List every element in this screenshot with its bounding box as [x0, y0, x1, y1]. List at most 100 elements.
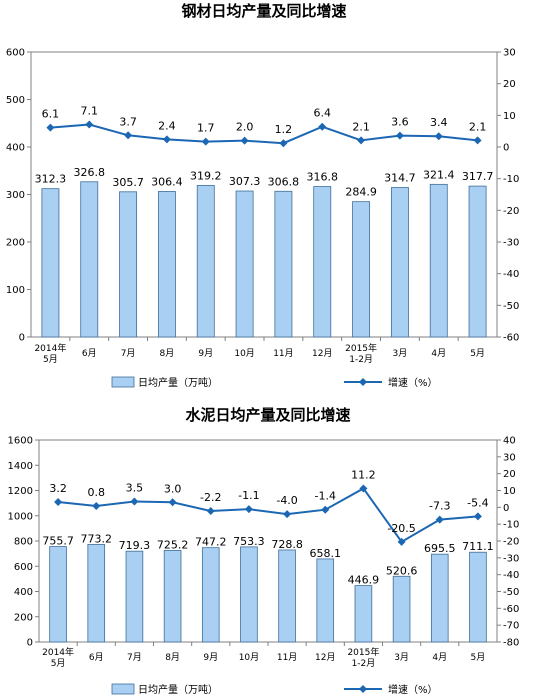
growth-rate-marker	[321, 505, 330, 514]
growth-rate-label: 2.1	[469, 120, 487, 133]
chart-2: 水泥日均产量及同比增速02004006008001000120014001600…	[8, 406, 520, 696]
growth-rate-line	[57, 487, 479, 544]
right-axis-tick-label: -80	[503, 638, 519, 649]
x-axis-tick-label: 4月	[432, 652, 447, 663]
growth-rate-marker	[435, 515, 444, 524]
right-axis-tick-label: -20	[503, 206, 519, 217]
x-axis-tick-label: 6月	[89, 652, 104, 663]
legend-line-label: 增速（%）	[388, 683, 438, 696]
growth-rate-label: -20.5	[387, 522, 415, 535]
x-axis-tick-label: 10月	[234, 348, 254, 359]
bar-value-label: 520.6	[386, 564, 418, 577]
bar-value-label: 753.3	[233, 535, 265, 548]
growth-rate-marker	[397, 537, 406, 546]
growth-rate-marker	[359, 484, 368, 493]
bar	[41, 188, 60, 338]
left-axis-tick-label: 600	[6, 48, 25, 59]
right-axis-tick-label: -10	[503, 520, 519, 531]
bar-value-label: 314.7	[384, 172, 416, 185]
bar-value-label: 719.3	[119, 539, 151, 552]
growth-rate-label: -1.4	[315, 490, 336, 503]
right-axis-tick-label: -60	[503, 333, 519, 344]
x-axis-tick-label: 11月	[273, 348, 293, 359]
growth-rate-marker	[434, 132, 443, 141]
legend-bar-label: 日均产量（万吨）	[138, 683, 218, 696]
chart-title: 水泥日均产量及同比增速	[185, 406, 350, 424]
growth-rate-marker	[85, 120, 94, 129]
bar-value-label: 306.4	[151, 175, 183, 188]
left-axis-tick-label: 1200	[8, 486, 33, 497]
x-axis-tick-label: 7月	[127, 652, 142, 663]
growth-rate-marker	[201, 137, 210, 146]
growth-rate-label: 3.2	[49, 482, 67, 495]
growth-rate-label: -2.2	[200, 491, 221, 504]
growth-rate-marker	[130, 497, 139, 506]
right-axis-tick-label: 30	[503, 452, 516, 463]
growth-rate-label: 11.2	[351, 468, 376, 481]
left-axis-tick-label: 0	[27, 638, 33, 649]
bar	[392, 575, 411, 643]
bar	[240, 546, 258, 643]
bar	[469, 551, 487, 643]
x-axis-tick-label: 12月	[315, 652, 335, 663]
growth-rate-marker	[357, 136, 366, 145]
right-axis-tick-label: 0	[503, 143, 509, 154]
left-axis-tick-label: 100	[6, 285, 25, 296]
bar-value-label: 307.3	[229, 175, 261, 188]
left-axis-tick-label: 300	[6, 190, 25, 201]
growth-rate-line	[50, 123, 478, 145]
left-axis-tick-label: 600	[14, 562, 33, 573]
right-axis-tick-label: 10	[503, 111, 516, 122]
left-axis-tick-label: 400	[6, 143, 25, 154]
bar-value-label: 728.8	[271, 538, 303, 551]
bar-value-label: 747.2	[195, 536, 227, 549]
x-axis-tick-label: 4月	[431, 348, 446, 359]
bar	[430, 553, 449, 643]
bar	[80, 181, 99, 338]
growth-rate-label: -1.1	[238, 489, 259, 502]
bar	[201, 547, 220, 643]
x-axis-tick-label: 2015年	[347, 646, 379, 658]
x-axis-tick-label: 6月	[82, 348, 97, 359]
growth-rate-label: 1.2	[275, 123, 293, 136]
growth-rate-marker	[124, 131, 133, 140]
growth-rate-marker	[318, 122, 327, 131]
bar	[429, 183, 448, 338]
right-axis-tick-label: 30	[503, 48, 516, 59]
bar-value-label: 446.9	[348, 574, 380, 587]
x-axis-tick-label: 2014年	[34, 342, 66, 354]
growth-rate-label: 2.4	[158, 119, 176, 132]
legend-bar-swatch	[111, 376, 135, 388]
bar-value-label: 658.1	[310, 547, 342, 560]
growth-rate-marker	[162, 135, 171, 144]
x-axis-tick-label: 1-2月	[349, 354, 373, 365]
bar	[49, 546, 67, 643]
bar-value-label: 306.8	[268, 175, 300, 188]
x-axis-tick-label: 12月	[312, 348, 332, 359]
growth-rate-label: 3.6	[391, 116, 409, 129]
left-axis-tick-label: 400	[14, 587, 33, 598]
bar	[119, 191, 138, 338]
x-axis-tick-label: 9月	[198, 348, 213, 359]
growth-rate-label: -4.0	[276, 494, 297, 507]
growth-rate-marker	[279, 139, 288, 148]
x-axis-tick-label: 3月	[394, 652, 409, 663]
bar	[278, 549, 296, 643]
x-axis-tick-label: 8月	[160, 348, 175, 359]
x-axis-tick-label: 5月	[470, 348, 485, 359]
left-axis-tick-label: 500	[6, 95, 25, 106]
bar-value-label: 773.2	[81, 532, 113, 545]
growth-rate-label: 3.4	[430, 116, 448, 129]
bar-value-label: 284.9	[345, 186, 377, 199]
growth-rate-label: 0.8	[88, 486, 106, 499]
x-axis-tick-label: 11月	[277, 652, 297, 663]
bar	[352, 201, 371, 338]
legend-bar-label: 日均产量（万吨）	[138, 376, 218, 389]
growth-rate-label: 2.0	[236, 121, 254, 134]
right-axis-tick-label: 40	[503, 436, 516, 447]
legend-line-marker	[359, 685, 367, 693]
growth-rate-marker	[473, 136, 482, 145]
bar	[163, 550, 182, 643]
right-axis-tick-label: -40	[503, 570, 519, 581]
